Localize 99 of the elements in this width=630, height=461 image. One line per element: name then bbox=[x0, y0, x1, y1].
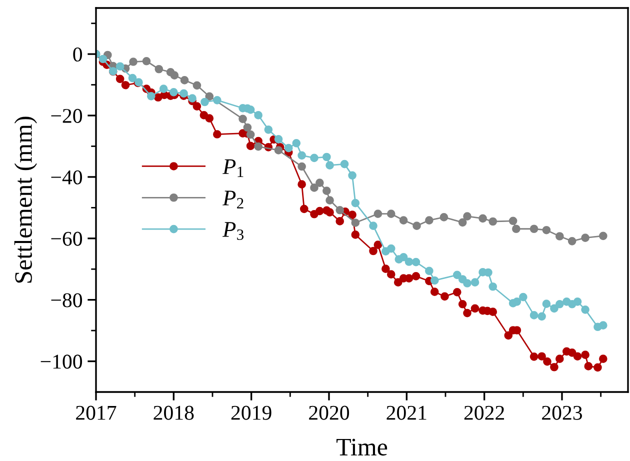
point bbox=[542, 300, 551, 308]
point bbox=[310, 154, 318, 162]
point bbox=[550, 304, 558, 313]
point bbox=[463, 279, 472, 288]
x-axis-title: Time bbox=[336, 438, 388, 456]
point bbox=[568, 237, 576, 246]
point bbox=[542, 226, 551, 234]
point bbox=[538, 312, 546, 321]
legend-label: P$_{2}$ bbox=[222, 190, 244, 208]
y-tick-label: −40 bbox=[51, 170, 82, 184]
point bbox=[200, 98, 209, 106]
x-tick-label: 2019 bbox=[231, 406, 272, 420]
point bbox=[169, 88, 178, 96]
point bbox=[340, 160, 349, 168]
y-tick-label: 0 bbox=[73, 47, 82, 62]
point bbox=[238, 114, 247, 124]
point bbox=[518, 292, 528, 302]
point bbox=[399, 252, 408, 262]
point bbox=[530, 311, 538, 320]
point bbox=[488, 282, 498, 291]
point bbox=[598, 232, 608, 240]
point bbox=[508, 216, 518, 226]
point bbox=[512, 298, 522, 306]
point bbox=[404, 258, 414, 266]
point bbox=[316, 178, 324, 187]
x-tick-label: 2021 bbox=[386, 406, 426, 420]
point bbox=[348, 171, 356, 180]
point bbox=[412, 222, 421, 230]
x-tick-label: 2023 bbox=[542, 406, 582, 420]
point bbox=[254, 142, 262, 151]
point bbox=[351, 198, 360, 208]
point bbox=[212, 96, 222, 104]
point bbox=[98, 54, 108, 64]
point bbox=[598, 321, 608, 330]
point bbox=[142, 56, 151, 66]
point bbox=[284, 144, 293, 152]
point bbox=[399, 216, 408, 224]
point bbox=[298, 162, 306, 171]
point bbox=[322, 186, 331, 195]
x-tick-label: 2022 bbox=[464, 406, 504, 420]
point bbox=[274, 135, 283, 144]
legend-label: P$_{3}$ bbox=[222, 222, 244, 240]
point bbox=[310, 184, 318, 192]
point bbox=[386, 244, 396, 253]
legend-label: P$_{1}$ bbox=[222, 159, 244, 177]
point bbox=[512, 224, 520, 234]
x-tick-label: 2020 bbox=[309, 406, 350, 420]
point bbox=[274, 146, 283, 154]
point bbox=[458, 218, 467, 227]
point bbox=[581, 306, 590, 314]
point bbox=[246, 130, 255, 139]
y-tick-label: −100 bbox=[40, 354, 82, 369]
y-axis-title: Settlement (mm) bbox=[14, 116, 38, 283]
point bbox=[530, 224, 538, 234]
y-tick-label: −20 bbox=[51, 108, 82, 123]
point bbox=[440, 213, 448, 222]
point bbox=[581, 234, 590, 242]
point bbox=[322, 152, 331, 162]
point bbox=[573, 298, 582, 306]
y-tick-label: −60 bbox=[51, 232, 82, 246]
point bbox=[470, 278, 480, 286]
point bbox=[430, 276, 439, 285]
point bbox=[205, 92, 214, 101]
point bbox=[292, 139, 301, 148]
point bbox=[243, 123, 252, 132]
point bbox=[484, 268, 492, 277]
point bbox=[159, 84, 168, 93]
point bbox=[374, 210, 382, 218]
point bbox=[555, 232, 564, 240]
y-tick-label: −80 bbox=[51, 293, 82, 308]
point bbox=[170, 71, 179, 80]
x-tick-label: 2018 bbox=[154, 406, 194, 420]
point bbox=[116, 62, 124, 71]
point bbox=[326, 161, 334, 170]
point bbox=[425, 216, 434, 224]
point bbox=[386, 210, 396, 218]
point bbox=[128, 74, 137, 82]
point bbox=[555, 300, 564, 308]
x-tick-label: 2017 bbox=[76, 406, 116, 420]
point bbox=[463, 212, 472, 220]
point bbox=[488, 217, 498, 226]
point bbox=[298, 151, 306, 160]
point bbox=[369, 222, 378, 230]
point bbox=[146, 92, 156, 100]
point bbox=[478, 214, 487, 223]
point bbox=[192, 81, 202, 90]
point bbox=[326, 196, 334, 204]
point bbox=[180, 76, 189, 84]
point bbox=[452, 270, 462, 280]
point bbox=[129, 58, 138, 66]
point bbox=[336, 206, 344, 214]
point bbox=[188, 94, 196, 102]
point bbox=[154, 64, 164, 74]
point bbox=[264, 125, 273, 134]
point bbox=[180, 89, 188, 98]
point bbox=[412, 258, 420, 266]
point bbox=[351, 218, 360, 227]
point bbox=[254, 111, 262, 120]
point bbox=[425, 266, 434, 276]
